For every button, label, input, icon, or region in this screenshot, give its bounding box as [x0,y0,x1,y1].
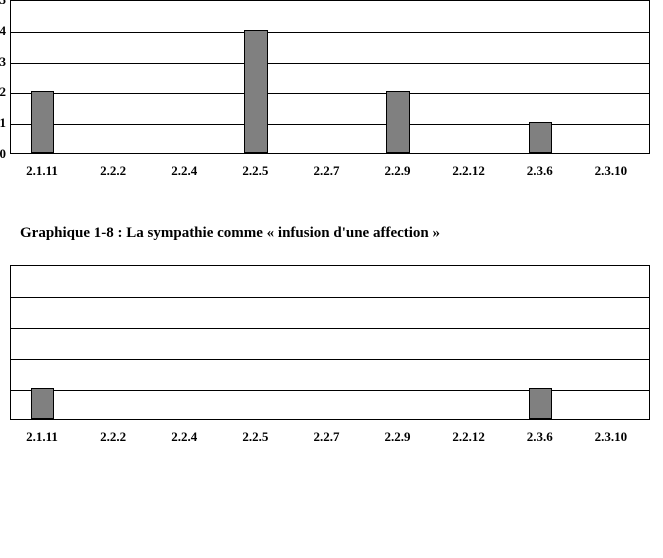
x-tick-label: 2.2.7 [313,163,339,179]
x-tick-label: 2.2.9 [385,429,411,445]
x-tick-label: 2.2.5 [242,163,268,179]
bar [31,388,54,419]
x-axis: 2.1.11 2.2.2 2.2.4 2.2.5 2.2.7 2.2.9 2.2.12 2.3… [10,155,650,185]
x-tick-label: 2.2.4 [171,163,197,179]
y-tick-label: 0 [0,146,6,162]
gridline [11,297,649,298]
y-tick-label: 2 [0,84,6,100]
gridline [11,328,649,329]
x-tick-label: 2.3.10 [595,163,628,179]
bar [244,30,267,153]
y-tick-label: 1 [0,115,6,131]
y-tick-label: 5 [0,0,6,8]
gridline [11,124,649,125]
bar [529,122,552,153]
x-tick-label: 2.2.7 [313,429,339,445]
y-tick-label: 4 [0,23,6,39]
x-tick-label: 2.1.11 [26,163,58,179]
x-tick-label: 2.2.12 [452,429,485,445]
gridline [11,63,649,64]
x-axis: 2.1.11 2.2.2 2.2.4 2.2.5 2.2.7 2.2.9 2.2.12 2.3… [10,421,650,451]
x-tick-label: 2.2.12 [452,163,485,179]
x-tick-label: 2.1.11 [26,429,58,445]
plot-area [10,0,650,154]
x-tick-label: 2.2.4 [171,429,197,445]
gridline [11,32,649,33]
x-tick-label: 2.2.5 [242,429,268,445]
bar [529,388,552,419]
gridline [11,390,649,391]
x-tick-label: 2.3.6 [527,163,553,179]
bar [386,91,409,153]
caption: Graphique 1-8 : La sympathie comme « inf… [20,225,440,242]
gridline [11,93,649,94]
x-tick-label: 2.3.6 [527,429,553,445]
bar [31,91,54,153]
gridline [11,359,649,360]
x-tick-label: 2.2.9 [385,163,411,179]
x-tick-label: 2.3.10 [595,429,628,445]
x-tick-label: 2.2.2 [100,429,126,445]
y-tick-label: 3 [0,54,6,70]
x-tick-label: 2.2.2 [100,163,126,179]
plot-area [10,265,650,420]
